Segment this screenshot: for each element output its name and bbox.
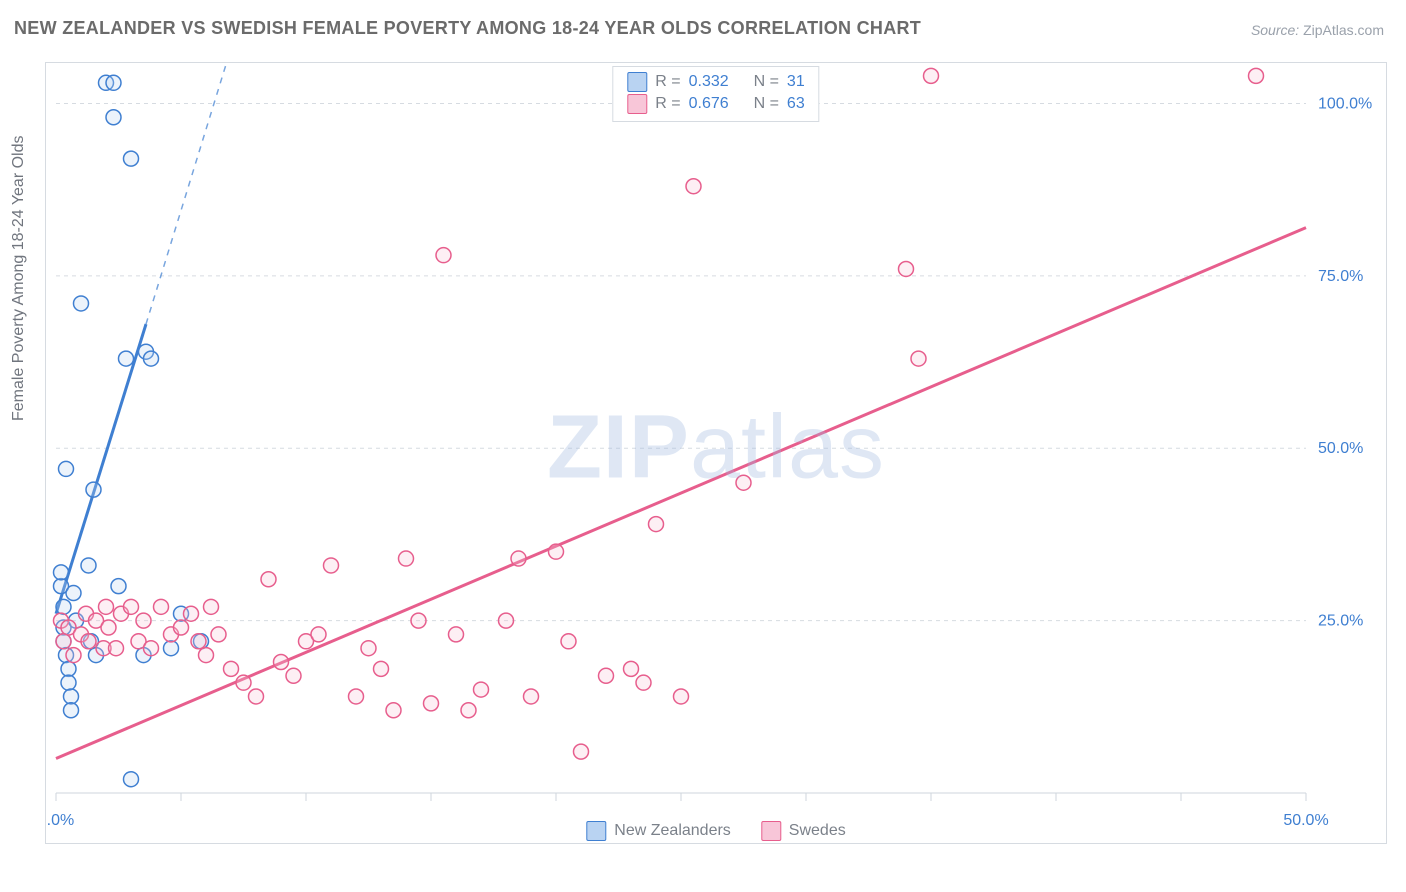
legend-label-nz: New Zealanders [614, 822, 731, 840]
scatter-points [54, 68, 1264, 786]
series-legend: New Zealanders Swedes [586, 821, 845, 841]
legend-swatch-nz-b [586, 821, 606, 841]
source-label: Source: [1251, 22, 1299, 38]
svg-text:75.0%: 75.0% [1318, 268, 1363, 285]
svg-text:25.0%: 25.0% [1318, 613, 1363, 630]
scatter-plot: 25.0% 50.0% 75.0% 100.0% 0.0% 50.0% [46, 63, 1386, 843]
legend-item-nz: New Zealanders [586, 821, 731, 841]
legend-item-se: Swedes [761, 821, 846, 841]
legend-row-nz: R = 0.332 N = 31 [627, 71, 804, 93]
r-value-se: 0.676 [689, 93, 729, 115]
trend-lines [56, 63, 1306, 759]
n-label: N = [754, 93, 779, 115]
r-label: R = [655, 93, 680, 115]
source-value: ZipAtlas.com [1303, 22, 1384, 38]
y-tick-labels: 25.0% 50.0% 75.0% 100.0% [1318, 95, 1372, 629]
legend-swatch-se-b [761, 821, 781, 841]
chart-area: ZIPatlas 25.0%50.0%75.0%100.0% 0.0%50.0%… [45, 62, 1387, 844]
legend-swatch-nz [627, 72, 647, 92]
grid [56, 103, 1306, 620]
y-axis-label: Female Poverty Among 18-24 Year Olds [10, 136, 28, 422]
chart-title: NEW ZEALANDER VS SWEDISH FEMALE POVERTY … [14, 18, 921, 39]
correlation-legend: R = 0.332 N = 31 R = 0.676 N = 63 [612, 66, 819, 122]
n-value-se: 63 [787, 93, 805, 115]
n-value-nz: 31 [787, 71, 805, 93]
svg-text:50.0%: 50.0% [1318, 440, 1363, 457]
legend-swatch-se [627, 94, 647, 114]
svg-text:100.0%: 100.0% [1318, 95, 1372, 112]
svg-text:50.0%: 50.0% [1283, 812, 1328, 829]
legend-label-se: Swedes [789, 822, 846, 840]
axes [56, 793, 1306, 801]
r-value-nz: 0.332 [689, 71, 729, 93]
legend-row-se: R = 0.676 N = 63 [627, 93, 804, 115]
n-label: N = [754, 71, 779, 93]
svg-text:0.0%: 0.0% [46, 812, 74, 829]
source-credit: Source: ZipAtlas.com [1251, 22, 1384, 38]
r-label: R = [655, 71, 680, 93]
